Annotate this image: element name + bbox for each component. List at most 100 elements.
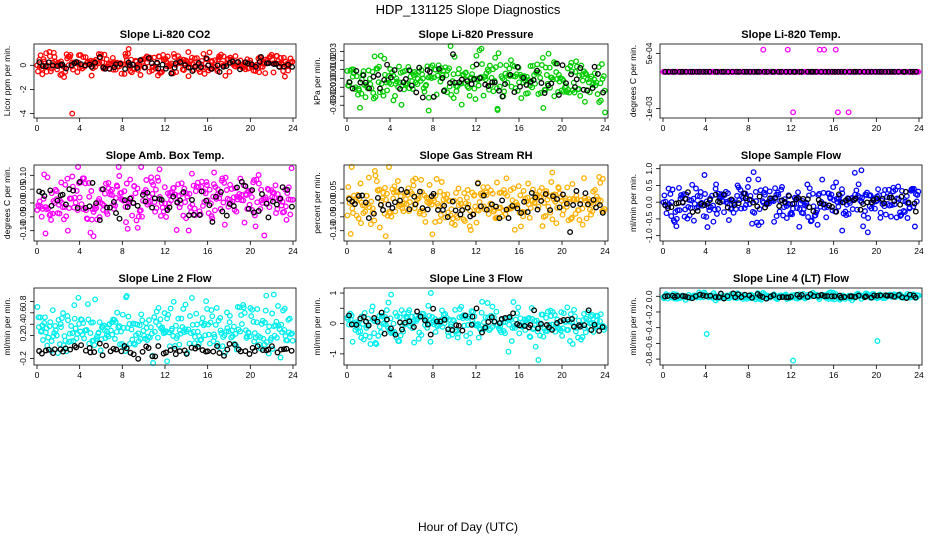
data-point (527, 63, 534, 70)
reference-point (439, 75, 446, 81)
reference-point (818, 292, 825, 298)
data-point (863, 192, 870, 198)
panel-4: Slope Amb. Box Temp. degrees C per min. 0 4… (2, 150, 298, 256)
data-point (426, 181, 433, 188)
data-point (555, 71, 562, 78)
data-point (573, 58, 580, 65)
data-point (563, 203, 570, 210)
data-point (709, 192, 715, 199)
data-point (260, 335, 267, 342)
reference-point (804, 196, 811, 203)
data-point (572, 328, 579, 335)
reference-point (385, 201, 392, 208)
data-point (61, 74, 68, 81)
data-point (676, 184, 682, 191)
data-point (230, 323, 237, 330)
reference-point (596, 202, 603, 209)
x-tick-label: 8 (120, 123, 125, 133)
reference-point (208, 65, 215, 72)
data-point (546, 64, 553, 71)
reference-point (283, 345, 290, 352)
data-point (484, 184, 491, 191)
data-point (368, 198, 375, 205)
data-point (761, 191, 768, 198)
data-point (240, 301, 247, 308)
x-tick-label: 16 (514, 246, 524, 256)
data-point (436, 218, 443, 224)
reference-point (346, 79, 353, 86)
data-point (222, 174, 229, 181)
data-point (466, 92, 473, 99)
reference-point (223, 212, 230, 219)
reference-point (137, 57, 144, 64)
data-point (480, 203, 487, 210)
reference-point (408, 82, 415, 89)
data-point (277, 55, 284, 61)
reference-point (449, 327, 456, 333)
reference-point (912, 208, 919, 215)
data-point (839, 190, 846, 197)
reference-point (362, 199, 369, 206)
y-tick-label: 0.2 (18, 329, 28, 341)
reference-point (902, 188, 909, 195)
reference-point (698, 200, 705, 207)
data-point (78, 201, 85, 208)
reference-point (62, 201, 69, 208)
data-point (212, 321, 219, 328)
data-point (266, 323, 273, 330)
data-point (543, 188, 550, 195)
data-point (564, 304, 571, 311)
reference-point (753, 68, 760, 75)
data-point (376, 186, 383, 193)
data-point (62, 68, 69, 75)
reference-point (584, 87, 591, 94)
reference-point (770, 292, 777, 299)
data-point (406, 199, 413, 206)
data-point (421, 88, 428, 95)
data-point (232, 53, 239, 60)
data-point (272, 322, 279, 329)
reference-point (255, 208, 262, 214)
data-point (396, 63, 402, 70)
data-point (54, 66, 61, 73)
data-point (465, 85, 472, 91)
reference-point (214, 62, 221, 69)
reference-point (689, 209, 696, 215)
reference-point (591, 321, 598, 328)
data-point (376, 323, 383, 330)
data-point (164, 53, 171, 60)
data-point (542, 87, 549, 94)
data-point (220, 199, 227, 206)
data-point (376, 63, 382, 70)
reference-point (154, 59, 161, 66)
y-tick-label: 0.4 (18, 318, 28, 330)
reference-point (259, 347, 266, 354)
reference-point (835, 68, 842, 75)
data-point (383, 307, 390, 314)
reference-point (888, 194, 895, 201)
y-tick-label: -0.4 (644, 320, 654, 335)
reference-point (273, 61, 280, 67)
y-tick-label: 1 (328, 290, 338, 295)
reference-point (550, 193, 556, 200)
y-tick-label: 0.03 (328, 43, 338, 60)
data-point (78, 316, 85, 323)
data-point (466, 339, 473, 346)
data-point (200, 50, 207, 57)
reference-point (798, 292, 805, 298)
data-point (443, 72, 450, 79)
data-point (393, 75, 400, 82)
reference-point (530, 77, 537, 84)
x-tick-label: 16 (514, 123, 524, 133)
panel-3: Slope Li-820 Temp. degrees C per min. 0 4 8 1… (628, 29, 924, 133)
reference-point (360, 72, 367, 79)
data-point (287, 211, 294, 218)
data-point (373, 341, 380, 348)
data-point (579, 77, 586, 84)
data-points (34, 46, 296, 117)
data-point (882, 211, 889, 218)
data-point (199, 315, 206, 322)
data-point (127, 176, 134, 183)
data-point (251, 212, 258, 219)
x-tick-label: 0 (35, 246, 40, 256)
